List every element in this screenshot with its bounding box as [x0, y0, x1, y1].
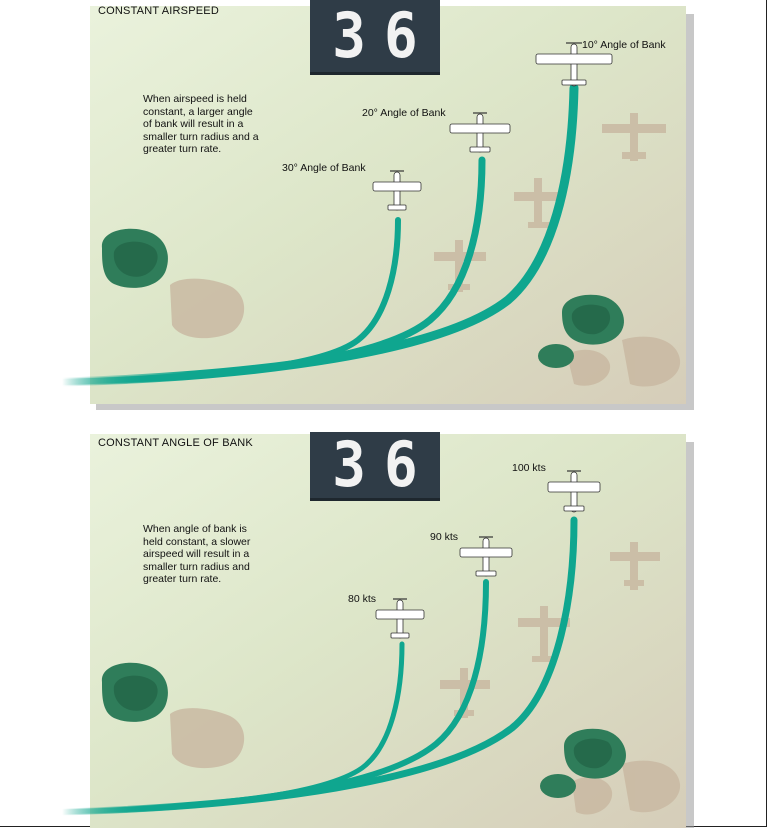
tree-shadow-left — [170, 708, 245, 769]
airplane-100-kts — [547, 470, 601, 513]
runway-sign: 36 — [310, 428, 440, 502]
constant-airspeed-panel: CONSTANT AIRSPEED 36 When airspeed is he… — [57, 0, 694, 410]
airplane-shadow-1 — [602, 113, 666, 161]
explanation-text: When angle of bank is held constant, a s… — [143, 523, 251, 585]
ground-shadow-group — [170, 113, 681, 387]
airplane-shadow-2 — [514, 178, 564, 228]
airplane-90-kts — [459, 536, 513, 577]
tree-shadow-right-2 — [622, 760, 681, 813]
track-80-kts — [59, 641, 405, 815]
panel-title: CONSTANT AIRSPEED — [98, 5, 219, 17]
tree-right-large — [564, 728, 626, 779]
tree-left — [101, 228, 168, 288]
airplane-20-deg — [449, 112, 511, 153]
runway-number: 36 — [332, 0, 436, 73]
airplane-80-kts — [375, 598, 425, 639]
label-80-kts: 80 kts — [348, 593, 377, 605]
tree-shadow-right-2 — [622, 336, 681, 387]
tree-right-small — [540, 774, 576, 798]
runway-number: 36 — [332, 428, 436, 502]
label-20-deg-bank: 20° Angle of Bank — [362, 107, 446, 119]
airplane-10-deg — [535, 42, 613, 87]
runway-sign: 36 — [310, 0, 440, 75]
constant-bank-panel: CONSTANT ANGLE OF BANK 36 When angle of … — [58, 428, 694, 828]
label-10-deg-bank: 10° Angle of Bank — [582, 39, 666, 51]
label-100-kts: 100 kts — [512, 462, 546, 474]
constant-airspeed-scene — [57, 6, 694, 410]
tree-shadow-right-1 — [572, 777, 613, 815]
label-30-deg-bank: 30° Angle of Bank — [282, 162, 366, 174]
explanation-text: When airspeed is held constant, a larger… — [143, 93, 259, 155]
panel-title: CONSTANT ANGLE OF BANK — [98, 437, 253, 449]
turn-tracks — [58, 516, 578, 816]
airplane-shadow-2 — [518, 606, 570, 662]
airplane-30-deg — [372, 170, 422, 211]
turn-tracks — [57, 83, 579, 387]
tree-right-large — [562, 294, 624, 345]
track-30-deg — [59, 217, 401, 385]
label-90-kts: 90 kts — [430, 531, 459, 543]
tree-right-small — [538, 344, 574, 368]
tree-shadow-right-1 — [567, 349, 611, 386]
ground-shadow-group — [170, 542, 681, 815]
tree-left — [101, 662, 168, 722]
tree-shadow-left — [170, 278, 245, 339]
airplane-shadow-1 — [610, 542, 660, 590]
